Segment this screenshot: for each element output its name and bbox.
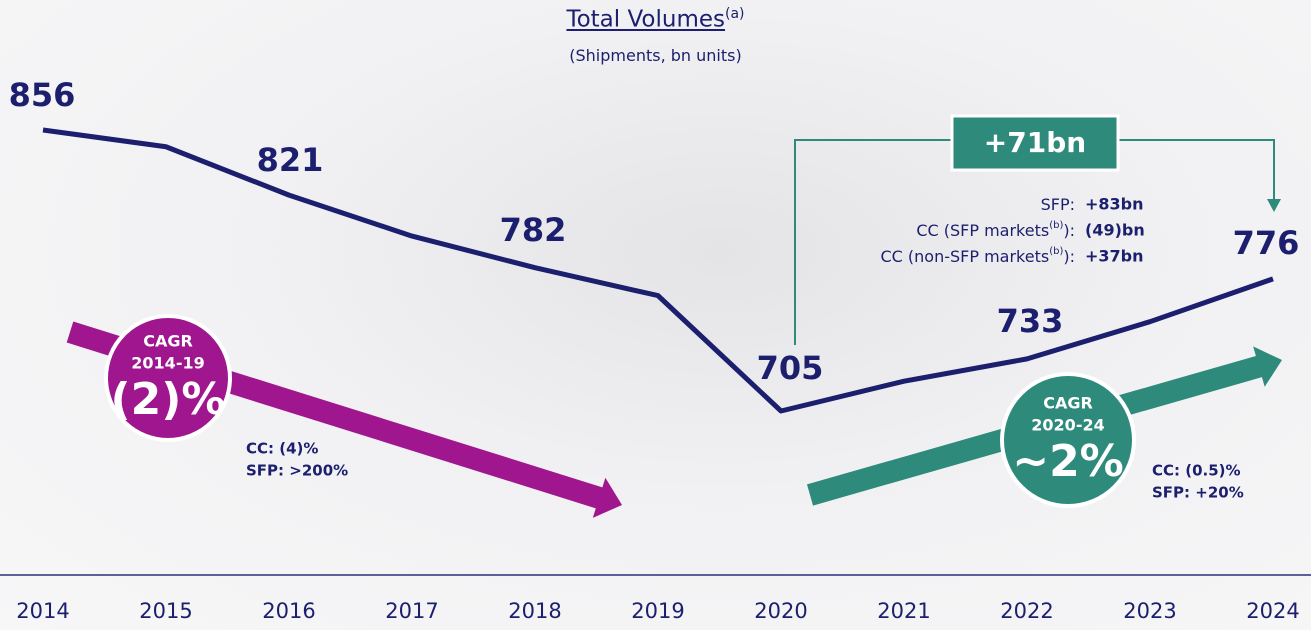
value-label: 776 [1233, 224, 1300, 262]
cagr-note: SFP: +20% [1152, 484, 1244, 502]
cagr-note: CC: (0.5)% [1152, 462, 1241, 480]
cagr-value: (2)% [111, 374, 226, 425]
x-tick-label: 2017 [385, 599, 438, 623]
row-suffix: ): [1063, 247, 1075, 266]
cagr-note: SFP: >200% [246, 462, 348, 480]
value-label: 856 [9, 76, 76, 114]
x-tick-label: 2024 [1246, 599, 1299, 623]
row-label: CC (SFP markets [916, 221, 1049, 240]
cagr-label: CAGR [1043, 394, 1093, 413]
row-note: (b) [1049, 220, 1063, 231]
row-label: SFP: [1041, 195, 1075, 214]
row-suffix: ): [1063, 221, 1075, 240]
page: Total Volumes(a) (Shipments, bn units) 2… [0, 0, 1311, 630]
cagr-period: 2014-19 [131, 354, 204, 373]
change-row-label: SFP: [1041, 195, 1075, 214]
value-label: 733 [997, 302, 1064, 340]
x-tick-label: 2019 [631, 599, 684, 623]
x-tick-label: 2015 [139, 599, 192, 623]
x-tick-label: 2016 [262, 599, 315, 623]
row-label: CC (non-SFP markets [880, 247, 1049, 266]
change-row-label: CC (non-SFP markets(b)): [880, 246, 1075, 266]
x-tick-label: 2018 [508, 599, 561, 623]
chart: 2014 2015 2016 2017 2018 2019 2020 2021 2022 2023… [0, 0, 1311, 630]
x-tick-label: 2020 [754, 599, 807, 623]
value-label: 705 [757, 349, 824, 387]
change-row-label: CC (SFP markets(b)): [916, 220, 1075, 240]
bracket [1118, 140, 1274, 200]
cagr-period: 2020-24 [1031, 416, 1104, 435]
x-tick-label: 2014 [16, 599, 69, 623]
change-total: +71bn [984, 126, 1086, 159]
value-label: 821 [257, 141, 324, 179]
x-tick-label: 2022 [1000, 599, 1053, 623]
change-row-value: +83bn [1085, 195, 1144, 214]
value-label: 782 [500, 211, 567, 249]
bracket [795, 140, 952, 345]
change-row-value: +37bn [1085, 247, 1144, 266]
x-tick-label: 2021 [877, 599, 930, 623]
cagr-note: CC: (4)% [246, 440, 318, 458]
cagr-value: ~2% [1012, 436, 1124, 487]
bracket-arrowhead [1267, 199, 1281, 212]
x-tick-label: 2023 [1123, 599, 1176, 623]
row-note: (b) [1049, 246, 1063, 257]
change-row-value: (49)bn [1085, 221, 1145, 240]
cagr-label: CAGR [143, 332, 193, 351]
